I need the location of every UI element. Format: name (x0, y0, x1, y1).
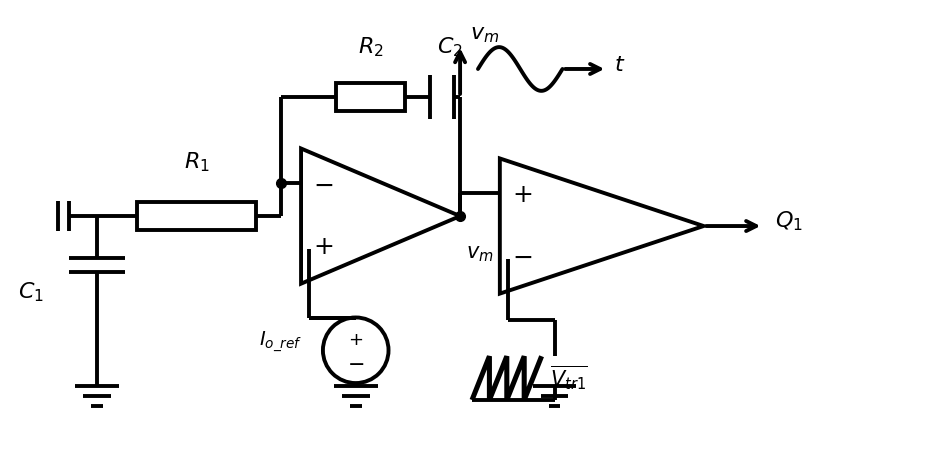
Text: $-$: $-$ (313, 173, 333, 197)
Text: $v_m$: $v_m$ (466, 244, 493, 264)
Text: $+$: $+$ (512, 183, 531, 207)
Text: $-$: $-$ (347, 353, 364, 373)
Bar (137, 202, 256, 230)
Text: $t$: $t$ (614, 55, 625, 75)
Text: $C_1$: $C_1$ (18, 281, 44, 304)
Text: $\overline{V_{tr1}}$: $\overline{V_{tr1}}$ (549, 364, 587, 393)
Text: $-$: $-$ (512, 245, 531, 269)
Text: $C_2$: $C_2$ (437, 35, 463, 59)
Text: $I_{o\_ref}$: $I_{o\_ref}$ (259, 330, 303, 355)
Text: $R_2$: $R_2$ (358, 35, 383, 59)
Text: $v_m$: $v_m$ (470, 25, 499, 45)
Bar (336, 83, 405, 111)
Text: $R_1$: $R_1$ (184, 151, 210, 174)
Text: $+$: $+$ (313, 235, 333, 259)
Text: $+$: $+$ (348, 331, 363, 349)
Text: $Q_1$: $Q_1$ (775, 209, 803, 233)
